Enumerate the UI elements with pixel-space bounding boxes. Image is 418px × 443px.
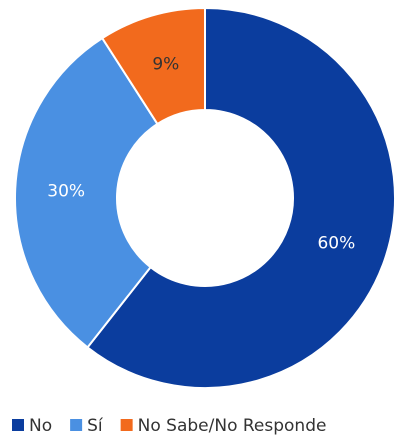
legend-swatch [70, 419, 83, 431]
legend-label: Sí [87, 416, 104, 436]
slice-label: 60% [317, 233, 355, 253]
donut-slice [86, 6, 396, 389]
legend-swatch [120, 419, 133, 431]
legend-label: No [29, 416, 52, 436]
slice-label: 9% [152, 55, 179, 75]
donut-slice [100, 6, 206, 126]
legend-swatch [12, 419, 24, 431]
donut-slice [14, 36, 159, 349]
legend-label: No Sabe/No Responde [138, 416, 327, 436]
slice-label: 30% [47, 181, 85, 201]
